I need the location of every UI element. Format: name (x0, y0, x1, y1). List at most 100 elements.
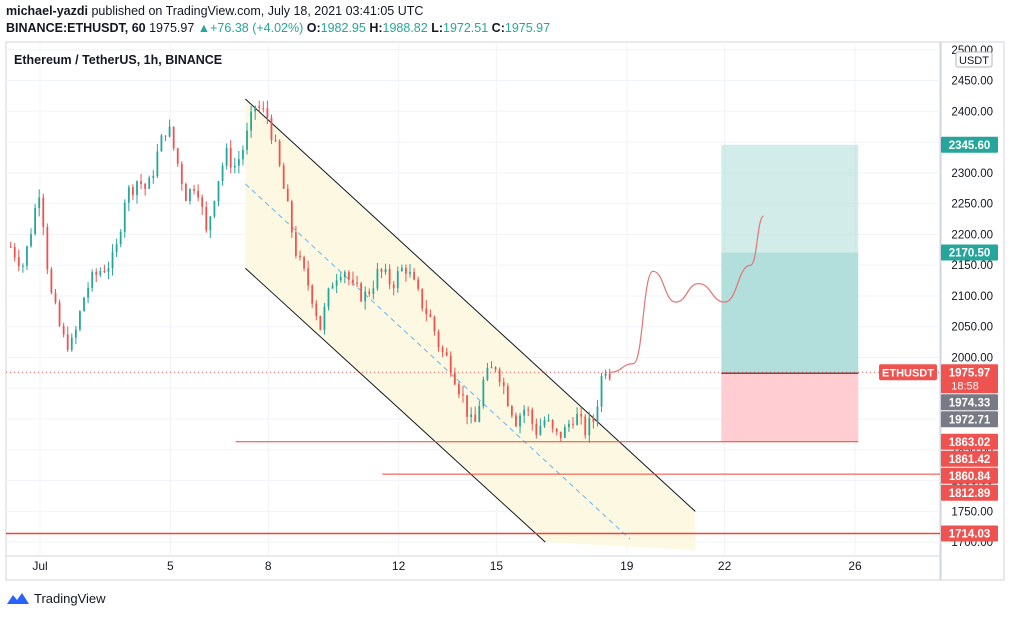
candle-body (352, 279, 354, 283)
last-price: 1975.97 (149, 21, 195, 35)
candle-body (311, 285, 314, 304)
target-zone-upper[interactable] (721, 144, 859, 253)
candle-body (46, 227, 49, 270)
candle-body (164, 135, 167, 137)
candle-body (136, 181, 138, 196)
candle-body (458, 384, 460, 395)
candle-body (132, 187, 134, 196)
candle-body (58, 302, 61, 326)
x-tick-label: 15 (490, 559, 504, 573)
candle-body (168, 126, 171, 137)
currency-badge[interactable] (955, 51, 993, 68)
channel-upper-line[interactable] (245, 98, 696, 512)
candle-body (17, 257, 20, 267)
candle-body (568, 423, 570, 428)
price-label (941, 525, 998, 542)
candle-body (99, 271, 102, 275)
candle-body (54, 292, 57, 303)
candle-body (213, 201, 216, 217)
price-change: ▲+76.38 (+4.02%) (197, 21, 304, 35)
candle-body (466, 395, 468, 417)
candle-body (429, 314, 432, 317)
symbol-tag (879, 364, 937, 381)
candle-body (604, 373, 607, 376)
channel-fill (245, 98, 696, 551)
candle-body (576, 413, 578, 425)
candle-body (30, 234, 32, 247)
candle-body (299, 255, 301, 258)
candle-body (498, 369, 501, 383)
candle-body (266, 108, 269, 118)
channel-lower-line[interactable] (245, 267, 546, 543)
candle-body (307, 268, 310, 286)
candle-body (95, 272, 98, 275)
candle-body (510, 406, 513, 416)
price-label (941, 244, 998, 261)
candle-body (242, 149, 244, 160)
x-tick-label: 12 (392, 559, 406, 573)
candle-body (506, 386, 509, 407)
candle-body (38, 197, 41, 209)
price-label-text: 1812.89 (949, 488, 991, 500)
y-tick-label: 2100.00 (951, 291, 993, 303)
price-label (941, 364, 998, 394)
price-label (941, 394, 998, 411)
candle-body (531, 409, 534, 424)
candle-body (339, 276, 342, 281)
candle-body (62, 325, 65, 335)
candle-body (502, 382, 505, 387)
candle-body (66, 334, 69, 350)
candle-body (115, 244, 118, 253)
candle-body (193, 189, 195, 191)
channel-mid-line[interactable] (245, 183, 631, 540)
candle-body (229, 147, 232, 168)
author-name[interactable]: michael-yazdi (6, 4, 88, 18)
candle-body (453, 372, 456, 385)
candle-body (140, 181, 142, 184)
candle-body (42, 197, 45, 228)
candle-body (335, 280, 338, 286)
candle-body (233, 165, 236, 168)
candle-body (152, 176, 155, 178)
candle-body (70, 337, 73, 350)
candle-body (555, 428, 558, 432)
candle-body (205, 206, 208, 231)
price-label (941, 433, 998, 450)
candle-body (608, 373, 611, 379)
target-zone-lower[interactable] (721, 252, 859, 374)
candle-body (91, 272, 94, 288)
candle-body (83, 297, 85, 312)
candle-body (217, 181, 220, 202)
candle-body (111, 252, 114, 269)
y-tick-label: 1750.00 (951, 506, 993, 518)
close-label: C: (491, 21, 505, 35)
candle-body (148, 177, 151, 189)
candle-body (258, 106, 261, 108)
price-label-text: 1861.42 (949, 454, 991, 466)
tradingview-logo-icon[interactable] (6, 590, 30, 606)
close-value: 1975.97 (504, 21, 551, 35)
symbol-line: BINANCE:ETHUSDT, 60 (6, 21, 146, 35)
candle-body (535, 423, 538, 435)
y-tick-label: 2250.00 (951, 199, 993, 211)
candle-body (237, 159, 240, 166)
projection-curve[interactable] (610, 215, 765, 373)
price-label-text: 1714.03 (949, 529, 991, 541)
stop-zone[interactable] (721, 373, 859, 442)
candle-body (392, 284, 395, 289)
candle-body (572, 423, 574, 425)
candle-body (478, 406, 481, 422)
candle-body (262, 107, 265, 109)
candle-body (13, 246, 16, 258)
open-label: O: (306, 21, 321, 35)
x-tick-label: 22 (718, 559, 732, 573)
candle-body (376, 269, 379, 289)
brand-name[interactable]: TradingView (34, 590, 106, 606)
published-text: published on TradingView.com, July 18, 2… (91, 4, 424, 18)
candle-body (462, 394, 464, 396)
candle-body (209, 216, 212, 231)
candle-body (225, 147, 228, 166)
candle-body (543, 420, 546, 426)
y-tick-label: 2000.00 (951, 353, 993, 365)
